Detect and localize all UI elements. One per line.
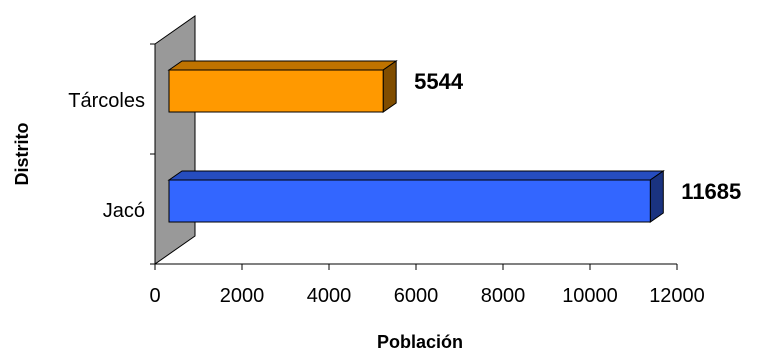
x-tick-label: 0 (149, 285, 160, 307)
chart-back-wall (154, 15, 196, 265)
x-axis-title: Población (377, 332, 463, 351)
bar-tárcoles: 5544 (167, 60, 464, 113)
x-tick-label: 8000 (481, 285, 526, 307)
bar-top-face (167, 170, 665, 181)
bar-front-face (168, 179, 651, 223)
bar-jacó: 11685 (167, 170, 741, 223)
y-axis-title: Distrito (12, 122, 32, 185)
bars-group: 5544 11685 (167, 60, 741, 223)
x-tick-label: 10000 (562, 285, 618, 307)
bar-side-face (649, 170, 664, 223)
category-label: Tárcoles (68, 90, 145, 112)
value-label: 11685 (681, 179, 741, 204)
bar-front-face (168, 69, 384, 113)
category-labels: Tárcoles Jacó (68, 90, 145, 222)
x-tick-label: 4000 (307, 285, 352, 307)
category-label: Jacó (103, 200, 145, 222)
x-axis: 0 2000 4000 6000 8000 10000 12000 (149, 263, 705, 307)
value-label: 5544 (414, 69, 464, 94)
x-tick-label: 2000 (220, 285, 265, 307)
y-axis (150, 43, 156, 265)
x-tick-label: 12000 (649, 285, 705, 307)
bar-side-face (382, 60, 397, 113)
x-tick-label: 6000 (394, 285, 439, 307)
bar-top-face (167, 60, 398, 71)
